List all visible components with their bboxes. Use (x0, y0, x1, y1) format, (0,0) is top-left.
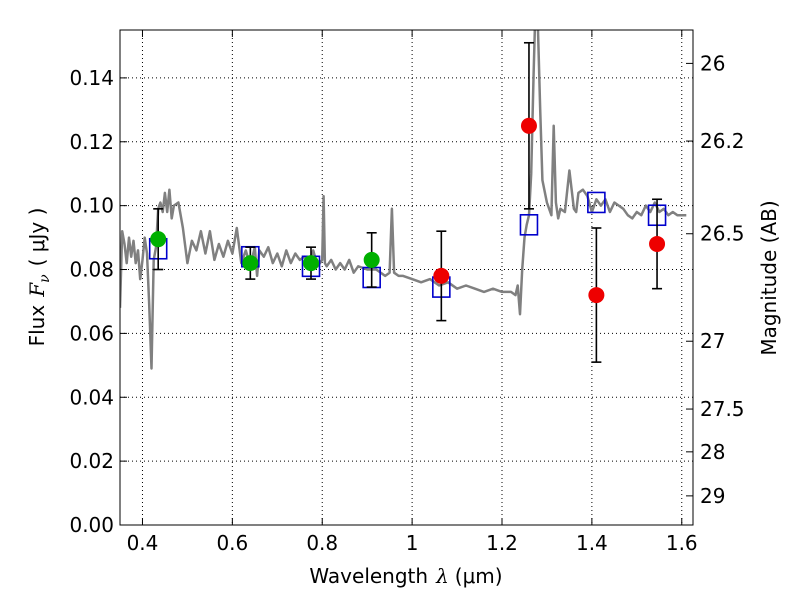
x-tick-label: 0.4 (127, 531, 159, 555)
y-axis-title: Flux Fν ( μJy ) (25, 208, 53, 347)
model-box-point (587, 191, 606, 214)
optical-detection-point (303, 255, 319, 272)
y2-tick-label: 27.5 (700, 397, 745, 421)
x-tick-label: 1 (406, 531, 419, 555)
nir-detection-point (588, 287, 605, 304)
nir-detection-point (433, 267, 450, 284)
y-tick-label: 0.14 (69, 66, 114, 90)
y-axis-title-subscript: ν (37, 274, 53, 283)
y2-tick-label: 26.5 (700, 222, 745, 246)
x-tick-label: 0.6 (216, 531, 248, 555)
plot-frame (119, 29, 694, 526)
optical-detection-point (363, 251, 380, 268)
x-axis-title-text: Wavelength (309, 564, 428, 588)
y2-tick-label: 26.2 (700, 129, 745, 153)
x-tick-label: 1.2 (486, 531, 518, 555)
optical-detection-point (150, 231, 167, 248)
y2-tick-label: 27 (700, 329, 725, 353)
x-tick-label: 1.6 (666, 531, 698, 555)
data-layer (120, 30, 687, 370)
x-tick-label: 0.8 (306, 531, 338, 555)
optical-detection-point (242, 255, 259, 272)
x-axis-title: Wavelength λ (μm) (309, 564, 502, 588)
y-tick-label: 0.06 (69, 321, 114, 345)
nir-detection-point (520, 117, 537, 134)
x-axis-title-unit: (μm) (455, 564, 503, 588)
y2-tick-label: 26 (700, 51, 725, 75)
y-tick-label: 0.08 (69, 258, 114, 282)
y-axis-title-text: Flux (25, 305, 49, 347)
y-axis-title-symbol: F (25, 282, 49, 298)
x-axis-title-symbol: λ (435, 564, 449, 588)
y2-tick-label: 28 (700, 440, 725, 464)
y-tick-label: 0.00 (69, 513, 114, 537)
y-tick-label: 0.10 (69, 194, 114, 218)
y2-tick-label: 29 (700, 484, 725, 508)
y-tick-label: 0.12 (69, 130, 114, 154)
grid-lines (120, 30, 693, 526)
y-tick-label: 0.02 (69, 449, 114, 473)
y-axis-title-unit: ( μJy ) (25, 208, 49, 267)
model-box-point (519, 214, 539, 236)
tick-labels: 0.4 0.6 0.8 1 1.2 1.4 1.6 0.00 0.02 0.04 0.06 0.08 0… (69, 51, 744, 555)
nir-detection-point (649, 235, 666, 252)
y2-axis-title: Magnitude (AB) (757, 200, 781, 355)
y-tick-label: 0.04 (69, 385, 114, 409)
tick-marks (120, 30, 693, 526)
template-spectrum-line (120, 30, 687, 370)
x-tick-label: 1.4 (576, 531, 608, 555)
